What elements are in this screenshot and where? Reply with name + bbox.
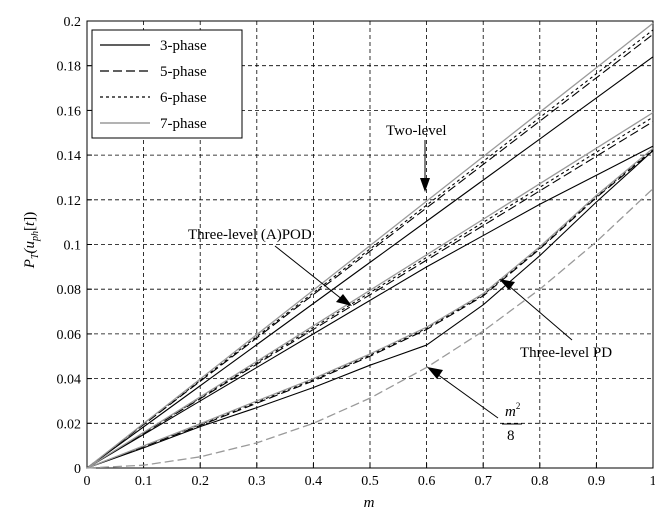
arrow-m2-8: [436, 373, 499, 419]
series-line-three-level-pd-3-phase: [86, 150, 654, 469]
x-tick-label: 0.2: [191, 474, 209, 489]
legend-label-7-phase: 7-phase: [160, 116, 207, 132]
x-tick-label: 1: [650, 474, 655, 489]
arrowhead-two-level: [420, 178, 430, 192]
series-line-two-level-7-phase: [86, 22, 654, 469]
legend-label-6-phase: 6-phase: [160, 90, 207, 106]
arrowhead-three-level-pd: [499, 279, 515, 290]
y-tick-label: 0.04: [57, 373, 82, 388]
y-tick-label: 0.2: [64, 15, 82, 30]
series-line-three-level-pd-5-phase: [86, 150, 654, 469]
x-tick-label: 0.8: [531, 474, 549, 489]
axes: 0 0.1 0.2 0.3 0.4 0.5 0.6 0.7 0.8 0.9 1 0 0.02 0.04 0.…: [57, 15, 655, 489]
m2-exponent: 2: [516, 401, 521, 411]
svg-text:PT(uph[t]): PT(uph[t]): [22, 212, 41, 269]
m2-numerator: m: [505, 404, 516, 420]
x-tick-label: 0.1: [135, 474, 153, 489]
annotation-m2-8: m2 8: [502, 401, 522, 444]
y-axis-label: PT(uph[t]): [22, 212, 41, 269]
y-label-p: P: [22, 259, 38, 269]
x-tick-label: 0.4: [305, 474, 323, 489]
series-line-two-level-5-phase: [86, 33, 654, 469]
y-tick-label: 0.18: [57, 60, 82, 75]
y-label-u: u: [22, 241, 38, 249]
y-tick-label: 0: [74, 462, 81, 477]
legend-label-3-phase: 3-phase: [160, 38, 207, 54]
arrow-three-level-apod: [274, 245, 344, 301]
series-line-three-level-pd-7-phase: [86, 147, 654, 469]
arrowhead-m2-8: [427, 367, 443, 379]
annotation-three-level-apod: Three-level (A)POD: [188, 227, 312, 243]
y-tick-label: 0.08: [57, 283, 82, 298]
y-tick-label: 0.12: [57, 194, 82, 209]
x-tick-label: 0.6: [418, 474, 436, 489]
series-line-three-level-a-pod-7-phase: [86, 112, 654, 469]
svg-text:m2: m2: [505, 401, 520, 420]
annotation-three-level-pd: Three-level PD: [520, 345, 612, 361]
series-line-two-level-3-phase: [86, 56, 654, 469]
y-label-sub-ph: ph: [30, 231, 41, 242]
x-tick-label: 0: [84, 474, 91, 489]
x-tick-label: 0.9: [588, 474, 606, 489]
y-tick-label: 0.14: [57, 149, 82, 164]
series-line-three-level-a-pod-3-phase: [86, 145, 654, 469]
series-line-m-2-8-m-2-8: [86, 188, 654, 469]
m2-denominator: 8: [507, 428, 515, 444]
series-line-three-level-a-pod-5-phase: [86, 121, 654, 469]
arrow-three-level-pd: [508, 285, 573, 341]
y-label-sub-t: T: [30, 252, 41, 259]
y-tick-label: 0.06: [57, 328, 82, 343]
legend: 3-phase 5-phase 6-phase 7-phase: [91, 29, 243, 139]
x-tick-label: 0.3: [248, 474, 266, 489]
x-axis-label: m: [364, 495, 375, 511]
y-tick-label: 0.1: [64, 239, 82, 254]
x-tick-label: 0.7: [474, 474, 492, 489]
arrowhead-three-level-apod: [336, 294, 352, 306]
series-line-two-level-6-phase: [86, 29, 654, 469]
y-tick-label: 0.16: [57, 104, 82, 119]
series-lines: [86, 22, 654, 469]
annotation-two-level: Two-level: [386, 123, 447, 139]
y-tick-label: 0.02: [57, 417, 82, 432]
annotations: Two-level Three-level (A)POD Three-level…: [188, 123, 612, 444]
x-tick-label: 0.5: [361, 474, 379, 489]
legend-label-5-phase: 5-phase: [160, 64, 207, 80]
